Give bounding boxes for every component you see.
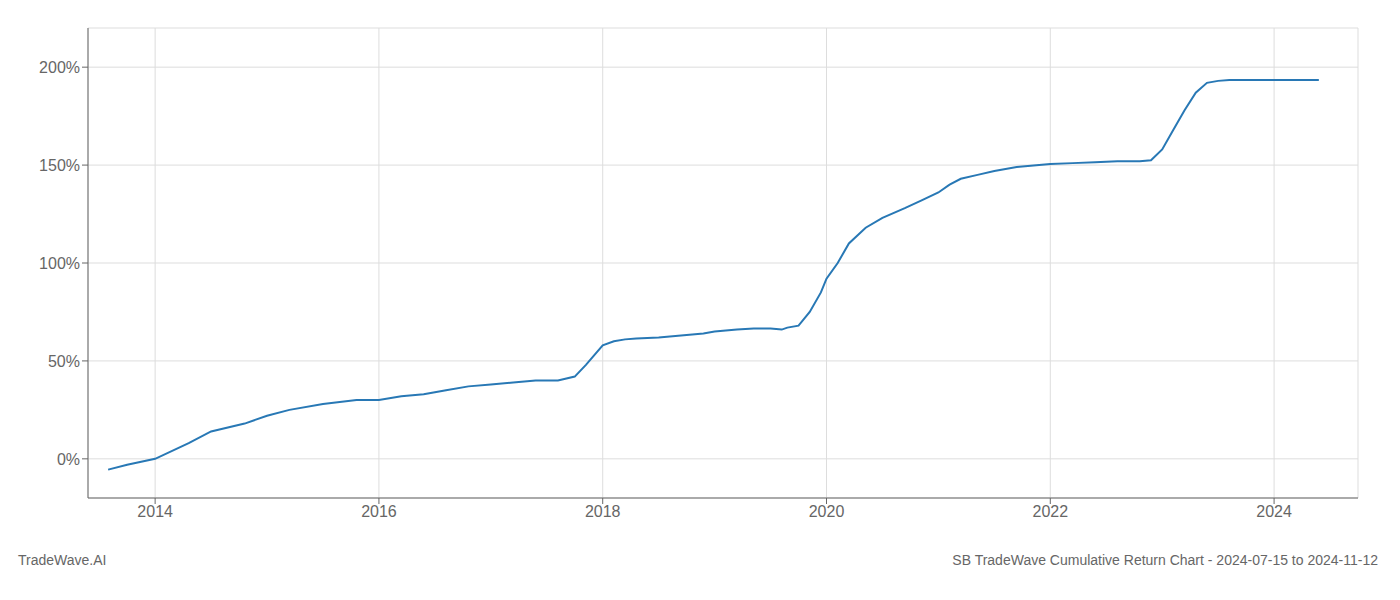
svg-text:150%: 150% xyxy=(39,157,80,174)
svg-text:2018: 2018 xyxy=(585,503,621,520)
svg-text:2014: 2014 xyxy=(137,503,173,520)
svg-text:2022: 2022 xyxy=(1032,503,1068,520)
svg-text:200%: 200% xyxy=(39,59,80,76)
html-text:TradeWave.AI: TradeWave.AI xyxy=(18,552,107,568)
svg-text:2016: 2016 xyxy=(361,503,397,520)
svg-text:2020: 2020 xyxy=(809,503,845,520)
svg-text:100%: 100% xyxy=(39,255,80,272)
svg-text:50%: 50% xyxy=(48,353,80,370)
svg-text:2024: 2024 xyxy=(1256,503,1292,520)
svg-text:0%: 0% xyxy=(57,451,80,468)
html-text:SB TradeWave Cumulative Return: SB TradeWave Cumulative Return Chart - 2… xyxy=(952,552,1378,568)
